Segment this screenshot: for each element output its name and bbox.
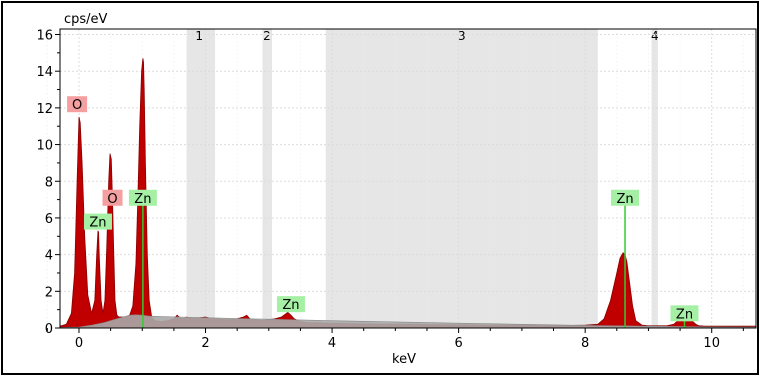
energy-regions: 1 2 3 4 (186, 29, 659, 328)
region-label-4: 4 (651, 29, 659, 43)
marker-label-zn: Zn (134, 192, 151, 207)
marker-label-bg-zn (276, 296, 305, 313)
region-label-3: 3 (458, 29, 466, 43)
y-tick-label-2: 2 (45, 285, 53, 300)
region-band-3 (325, 29, 598, 328)
series-layer (59, 58, 757, 329)
marker-label-o: O (72, 98, 82, 113)
marker-label-zn: Zn (89, 216, 106, 231)
y-tick-label-6: 6 (45, 212, 53, 227)
region-label-1: 1 (195, 29, 203, 43)
region-band-2 (262, 29, 272, 328)
marker-label-bg-o (67, 96, 88, 113)
y-tick-label-12: 12 (36, 102, 53, 117)
y-tick-label-8: 8 (45, 175, 53, 190)
y-tick-label-0: 0 (45, 322, 53, 337)
x-tick-label-0: 0 (75, 336, 83, 351)
marker-label-bg-zn (128, 189, 157, 206)
y-axis-title: cps/eV (64, 12, 108, 27)
plot-frame (59, 28, 757, 329)
x-tick-label-2: 2 (201, 336, 209, 351)
marker-label-bg-zn (611, 189, 640, 206)
x-tick-label-10: 10 (703, 336, 720, 351)
x-axis-title: keV (392, 352, 416, 367)
marker-label-bg-o (102, 189, 123, 206)
marker-label-zn: Zn (282, 298, 299, 313)
region-band-4 (651, 29, 658, 328)
x-axis: 0 2 4 6 8 10 (46, 328, 744, 351)
marker-label-bg-zn (83, 213, 112, 230)
y-tick-label-14: 14 (36, 65, 53, 80)
y-tick-label-10: 10 (36, 139, 53, 154)
marker-label-zn: Zn (676, 307, 693, 322)
x-tick-label-6: 6 (454, 336, 462, 351)
x-tick-label-8: 8 (581, 336, 589, 351)
marker-label-zn: Zn (616, 192, 633, 207)
marker-label-o: O (107, 192, 117, 207)
marker-label-bg-zn (670, 305, 699, 322)
y-tick-label-16: 16 (36, 29, 53, 44)
region-label-2: 2 (263, 29, 271, 43)
x-tick-label-4: 4 (328, 336, 336, 351)
y-tick-label-4: 4 (45, 249, 53, 264)
region-band-1 (186, 29, 216, 328)
background-area (59, 314, 757, 329)
y-axis: 0 2 4 6 8 10 12 14 16 (36, 29, 60, 337)
